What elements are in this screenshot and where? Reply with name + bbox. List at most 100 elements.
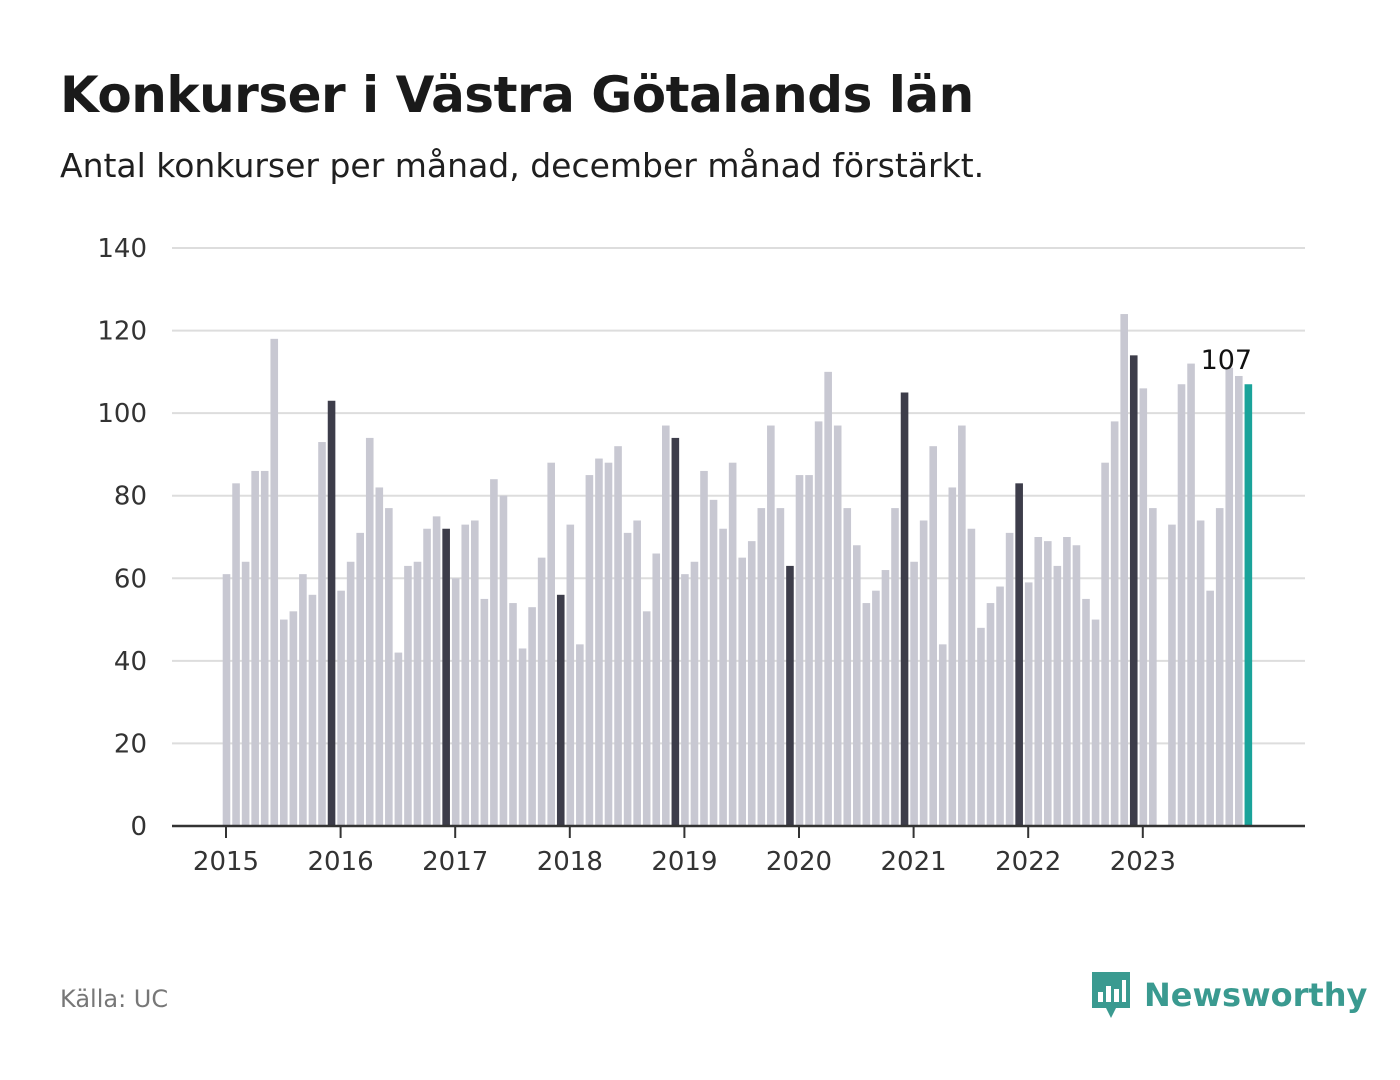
bar bbox=[1005, 532, 1014, 826]
bar bbox=[757, 508, 766, 826]
source-note: Källa: UC bbox=[60, 985, 169, 1013]
bar bbox=[432, 516, 441, 826]
bar bbox=[480, 598, 489, 826]
bar bbox=[614, 446, 622, 826]
bar bbox=[1053, 565, 1062, 826]
bar bbox=[604, 462, 613, 826]
bar bbox=[528, 607, 536, 826]
bar bbox=[967, 528, 976, 826]
bar bbox=[1206, 590, 1214, 826]
bar bbox=[652, 553, 661, 826]
bar bbox=[824, 371, 832, 826]
bar bbox=[556, 594, 565, 826]
bar bbox=[232, 483, 240, 826]
bar-chart-badge-icon bbox=[1092, 972, 1130, 1018]
bar bbox=[786, 565, 794, 826]
bar bbox=[1072, 545, 1081, 826]
bar bbox=[929, 446, 937, 826]
bar bbox=[662, 425, 670, 826]
x-axis bbox=[172, 824, 1305, 838]
bar bbox=[346, 561, 355, 826]
bar bbox=[1110, 421, 1119, 826]
bar bbox=[690, 561, 699, 826]
bar bbox=[814, 421, 823, 826]
bar bbox=[289, 611, 298, 826]
bar bbox=[270, 338, 279, 826]
bar bbox=[881, 570, 890, 826]
bar bbox=[719, 528, 727, 826]
bar bbox=[241, 561, 250, 826]
x-tick-label: 2015 bbox=[193, 847, 259, 877]
bar bbox=[280, 619, 288, 826]
bar bbox=[900, 392, 909, 826]
chart-title: Konkurser i Västra Götalands län bbox=[60, 66, 974, 124]
bar bbox=[671, 437, 680, 826]
bar bbox=[700, 470, 708, 826]
bar bbox=[499, 495, 508, 826]
bar bbox=[413, 561, 422, 826]
bar bbox=[872, 590, 880, 826]
bar bbox=[471, 520, 479, 826]
bar bbox=[375, 487, 384, 826]
y-tick-label: 60 bbox=[114, 564, 147, 594]
bar bbox=[767, 425, 775, 826]
y-tick-label: 0 bbox=[130, 812, 147, 842]
y-tick-label: 120 bbox=[97, 317, 147, 347]
bar bbox=[490, 479, 498, 826]
bar bbox=[1129, 355, 1138, 826]
bar bbox=[642, 611, 651, 826]
bar bbox=[1063, 537, 1071, 826]
bar bbox=[394, 652, 403, 826]
bar bbox=[996, 586, 1004, 826]
bar bbox=[728, 462, 737, 826]
bar bbox=[595, 458, 603, 826]
x-tick-label: 2018 bbox=[537, 847, 603, 877]
bar bbox=[833, 425, 842, 826]
bar bbox=[919, 520, 928, 826]
bar bbox=[776, 508, 785, 826]
x-tick-label: 2023 bbox=[1110, 847, 1176, 877]
bar bbox=[585, 475, 594, 826]
bar bbox=[1044, 541, 1052, 826]
brand-name: Newsworthy bbox=[1144, 976, 1368, 1014]
bar bbox=[1168, 524, 1176, 826]
bar bbox=[1225, 367, 1234, 826]
bar bbox=[681, 574, 689, 826]
bar bbox=[299, 574, 307, 826]
bar bbox=[1196, 520, 1205, 826]
bar bbox=[1235, 375, 1243, 826]
bar bbox=[1082, 598, 1090, 826]
bar bbox=[337, 590, 345, 826]
bar bbox=[986, 603, 995, 826]
y-tick-label: 100 bbox=[97, 399, 147, 429]
bar bbox=[518, 648, 527, 826]
bar bbox=[576, 644, 584, 826]
x-tick-label: 2016 bbox=[308, 847, 374, 877]
bar bbox=[1091, 619, 1100, 826]
bar bbox=[1120, 314, 1128, 826]
bar bbox=[1034, 537, 1043, 826]
bar bbox=[805, 475, 813, 826]
y-tick-label: 80 bbox=[114, 482, 147, 512]
bar bbox=[977, 627, 985, 826]
bar bbox=[623, 532, 632, 826]
bar bbox=[547, 462, 555, 826]
bar bbox=[327, 400, 336, 826]
bar bbox=[423, 528, 431, 826]
bar bbox=[509, 603, 517, 826]
bar bbox=[795, 475, 804, 826]
bar bbox=[385, 508, 393, 826]
bar bbox=[1215, 508, 1224, 826]
bar bbox=[1024, 582, 1033, 826]
y-tick-label: 40 bbox=[114, 647, 147, 677]
bar bbox=[958, 425, 966, 826]
bar bbox=[222, 574, 231, 826]
bar bbox=[633, 520, 641, 826]
chart-subtitle: Antal konkurser per månad, december måna… bbox=[60, 146, 985, 185]
bar bbox=[1149, 508, 1157, 826]
bar bbox=[843, 508, 852, 826]
bar bbox=[566, 524, 575, 826]
bar bbox=[709, 499, 718, 826]
bar bbox=[910, 561, 918, 826]
